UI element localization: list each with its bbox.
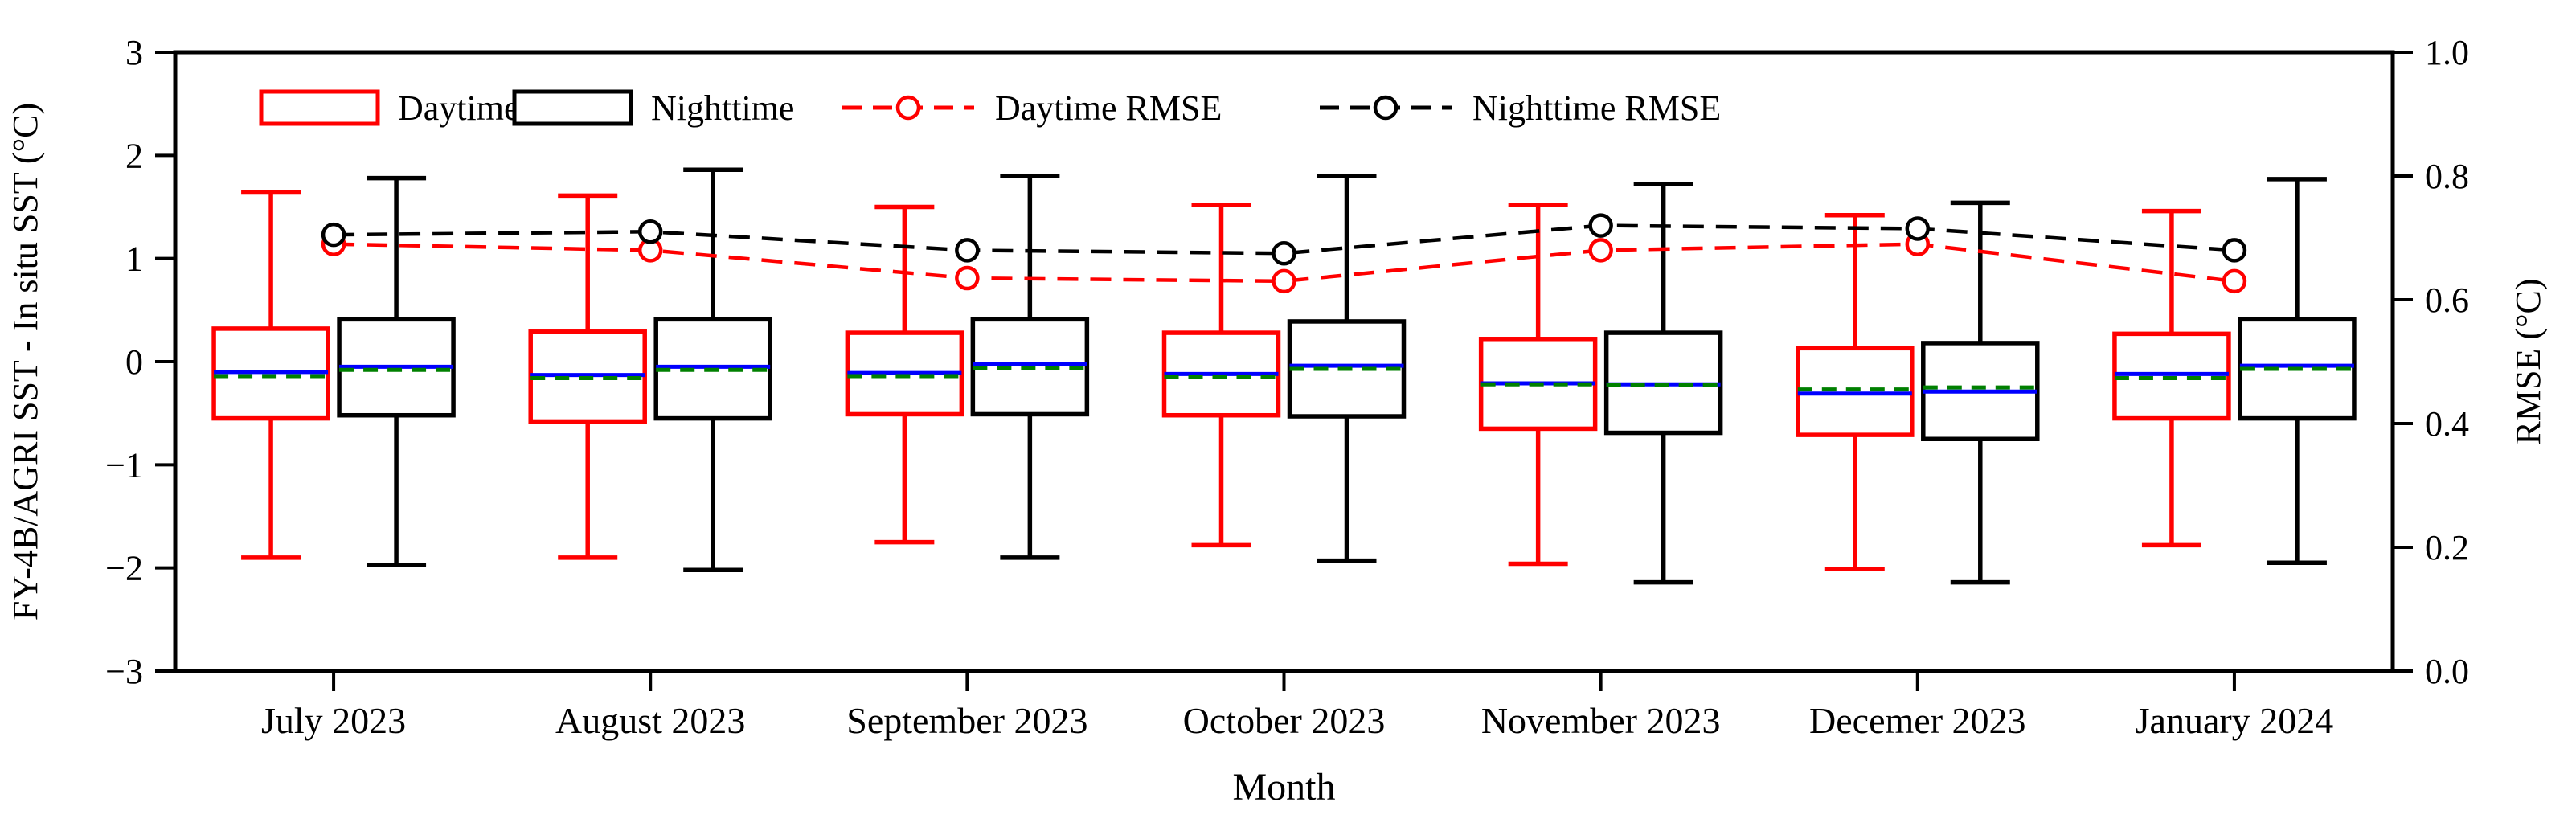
daytime-box-group-6 <box>2112 208 2231 548</box>
nighttime-rmse-marker <box>1905 216 1931 241</box>
daytime-iqr-box <box>1796 346 1915 437</box>
nighttime-rmse-marker <box>2222 238 2247 263</box>
legend-label: Nighttime RMSE <box>1472 88 1721 128</box>
y-right-tick-label: 0.4 <box>2425 404 2469 444</box>
nighttime-box-group-3 <box>1287 174 1407 563</box>
nighttime-box-group-5 <box>1921 200 2040 585</box>
y-right-tick-label: 0.2 <box>2425 528 2469 567</box>
y-left-tick-label: 1 <box>125 239 143 279</box>
legend-label: Daytime <box>398 88 520 128</box>
daytime-rmse-legend-marker <box>895 95 921 121</box>
nighttime-rmse-marker <box>637 219 663 244</box>
nighttime-box-group-2 <box>970 174 1090 560</box>
y-right-tick-label: 1.0 <box>2425 33 2469 72</box>
y-right-tick-label: 0.6 <box>2425 280 2469 320</box>
legend-item: Nighttime RMSE <box>1320 88 1721 128</box>
nighttime-iqr-box <box>653 317 772 421</box>
nighttime-rmse-marker <box>1272 241 1296 266</box>
nighttime-legend-swatch <box>512 89 633 126</box>
daytime-box-group-3 <box>1161 203 1281 548</box>
y-left-tick-label: 2 <box>125 136 143 175</box>
legend-item: Nighttime <box>512 88 794 128</box>
x-tick-label: Decemer 2023 <box>1809 700 2026 741</box>
legend-item: Daytime RMSE <box>842 88 1222 128</box>
y-left-tick-label: −1 <box>105 445 143 485</box>
nighttime-rmse-series <box>321 213 2247 266</box>
legend-label: Nighttime <box>651 88 794 128</box>
daytime-rmse-marker <box>1272 268 1296 294</box>
nighttime-box-group-6 <box>2238 177 2357 565</box>
daytime-box-group-0 <box>211 190 330 560</box>
y-left-tick-label: −2 <box>105 549 143 588</box>
legend-item: Daytime <box>259 88 520 128</box>
nighttime-rmse-marker <box>321 222 346 248</box>
daytime-box-group-1 <box>528 193 647 560</box>
x-tick-label: July 2023 <box>261 700 406 741</box>
nighttime-box-group-4 <box>1603 182 1723 585</box>
daytime-box-group-5 <box>1796 213 1915 571</box>
daytime-legend-swatch <box>259 89 380 126</box>
nighttime-rmse-marker <box>955 238 980 263</box>
x-tick-label: August 2023 <box>555 700 745 741</box>
daytime-box-group-4 <box>1478 203 1598 567</box>
y-right-tick-label: 0.0 <box>2425 652 2469 691</box>
nighttime-rmse-legend-marker <box>1373 95 1399 121</box>
daytime-rmse-series <box>321 231 2247 294</box>
x-tick-label: January 2024 <box>2136 700 2334 741</box>
daytime-iqr-box <box>2112 331 2231 421</box>
legend-label: Daytime RMSE <box>995 88 1222 128</box>
nighttime-box-group-0 <box>337 175 456 567</box>
y-left-tick-label: 3 <box>125 33 143 72</box>
daytime-box-group-2 <box>845 204 964 545</box>
y-left-tick-label: −3 <box>105 652 143 691</box>
x-tick-label: November 2023 <box>1481 700 1721 741</box>
daytime-rmse-marker <box>955 265 980 291</box>
daytime-rmse-marker <box>2222 268 2247 294</box>
daytime-rmse-marker <box>1588 238 1613 263</box>
legend: Daytime Nighttime Daytime RMSE Nighttime RM… <box>259 88 1721 128</box>
x-tick-label: October 2023 <box>1183 700 1386 741</box>
nighttime-box-group-1 <box>653 167 772 572</box>
nighttime-rmse-marker <box>1588 213 1613 238</box>
y-left-axis-title: FY-4B/AGRI SST - In situ SST (°C) <box>6 103 45 620</box>
x-tick-label: September 2023 <box>846 700 1087 741</box>
y-left-tick-label: 0 <box>125 342 143 382</box>
x-axis-title: Month <box>1232 766 1335 808</box>
y-right-axis-title: RMSE (°C) <box>2508 278 2548 444</box>
y-right-tick-label: 0.8 <box>2425 157 2469 196</box>
